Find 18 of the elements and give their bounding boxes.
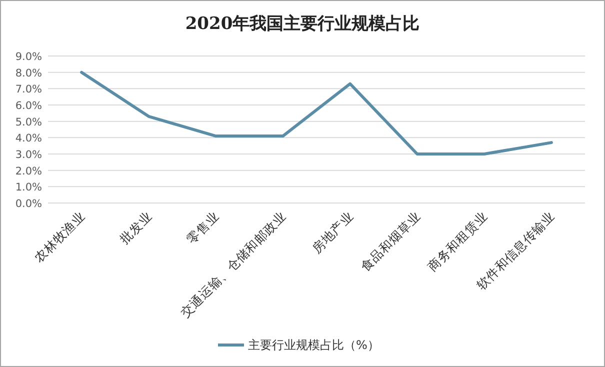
x-tick-label: 零售业 [184,208,222,247]
chart-title: 2020年我国主要行业规模占比 [185,14,420,34]
y-tick-label: 2.0% [15,165,42,178]
x-tick-label: 房地产业 [308,208,356,256]
y-tick-label: 8.0% [15,67,42,80]
y-tick-label: 0.0% [15,198,42,210]
y-tick-label: 5.0% [15,116,42,128]
line-series [80,70,553,156]
legend-label: 主要行业规模占比（%） [248,338,380,352]
y-tick-label: 9.0% [15,51,42,63]
x-tick-label: 农林牧渔业 [31,208,88,266]
y-tick-label: 7.0% [15,84,42,96]
y-tick-label: 3.0% [15,149,42,161]
y-tick-label: 1.0% [15,182,42,194]
y-tick-label: 4.0% [15,132,42,145]
x-tick-label: 食品和烟草业 [358,208,424,274]
y-tick-label: 6.0% [15,100,42,112]
x-tick-label: 批发业 [116,208,155,247]
